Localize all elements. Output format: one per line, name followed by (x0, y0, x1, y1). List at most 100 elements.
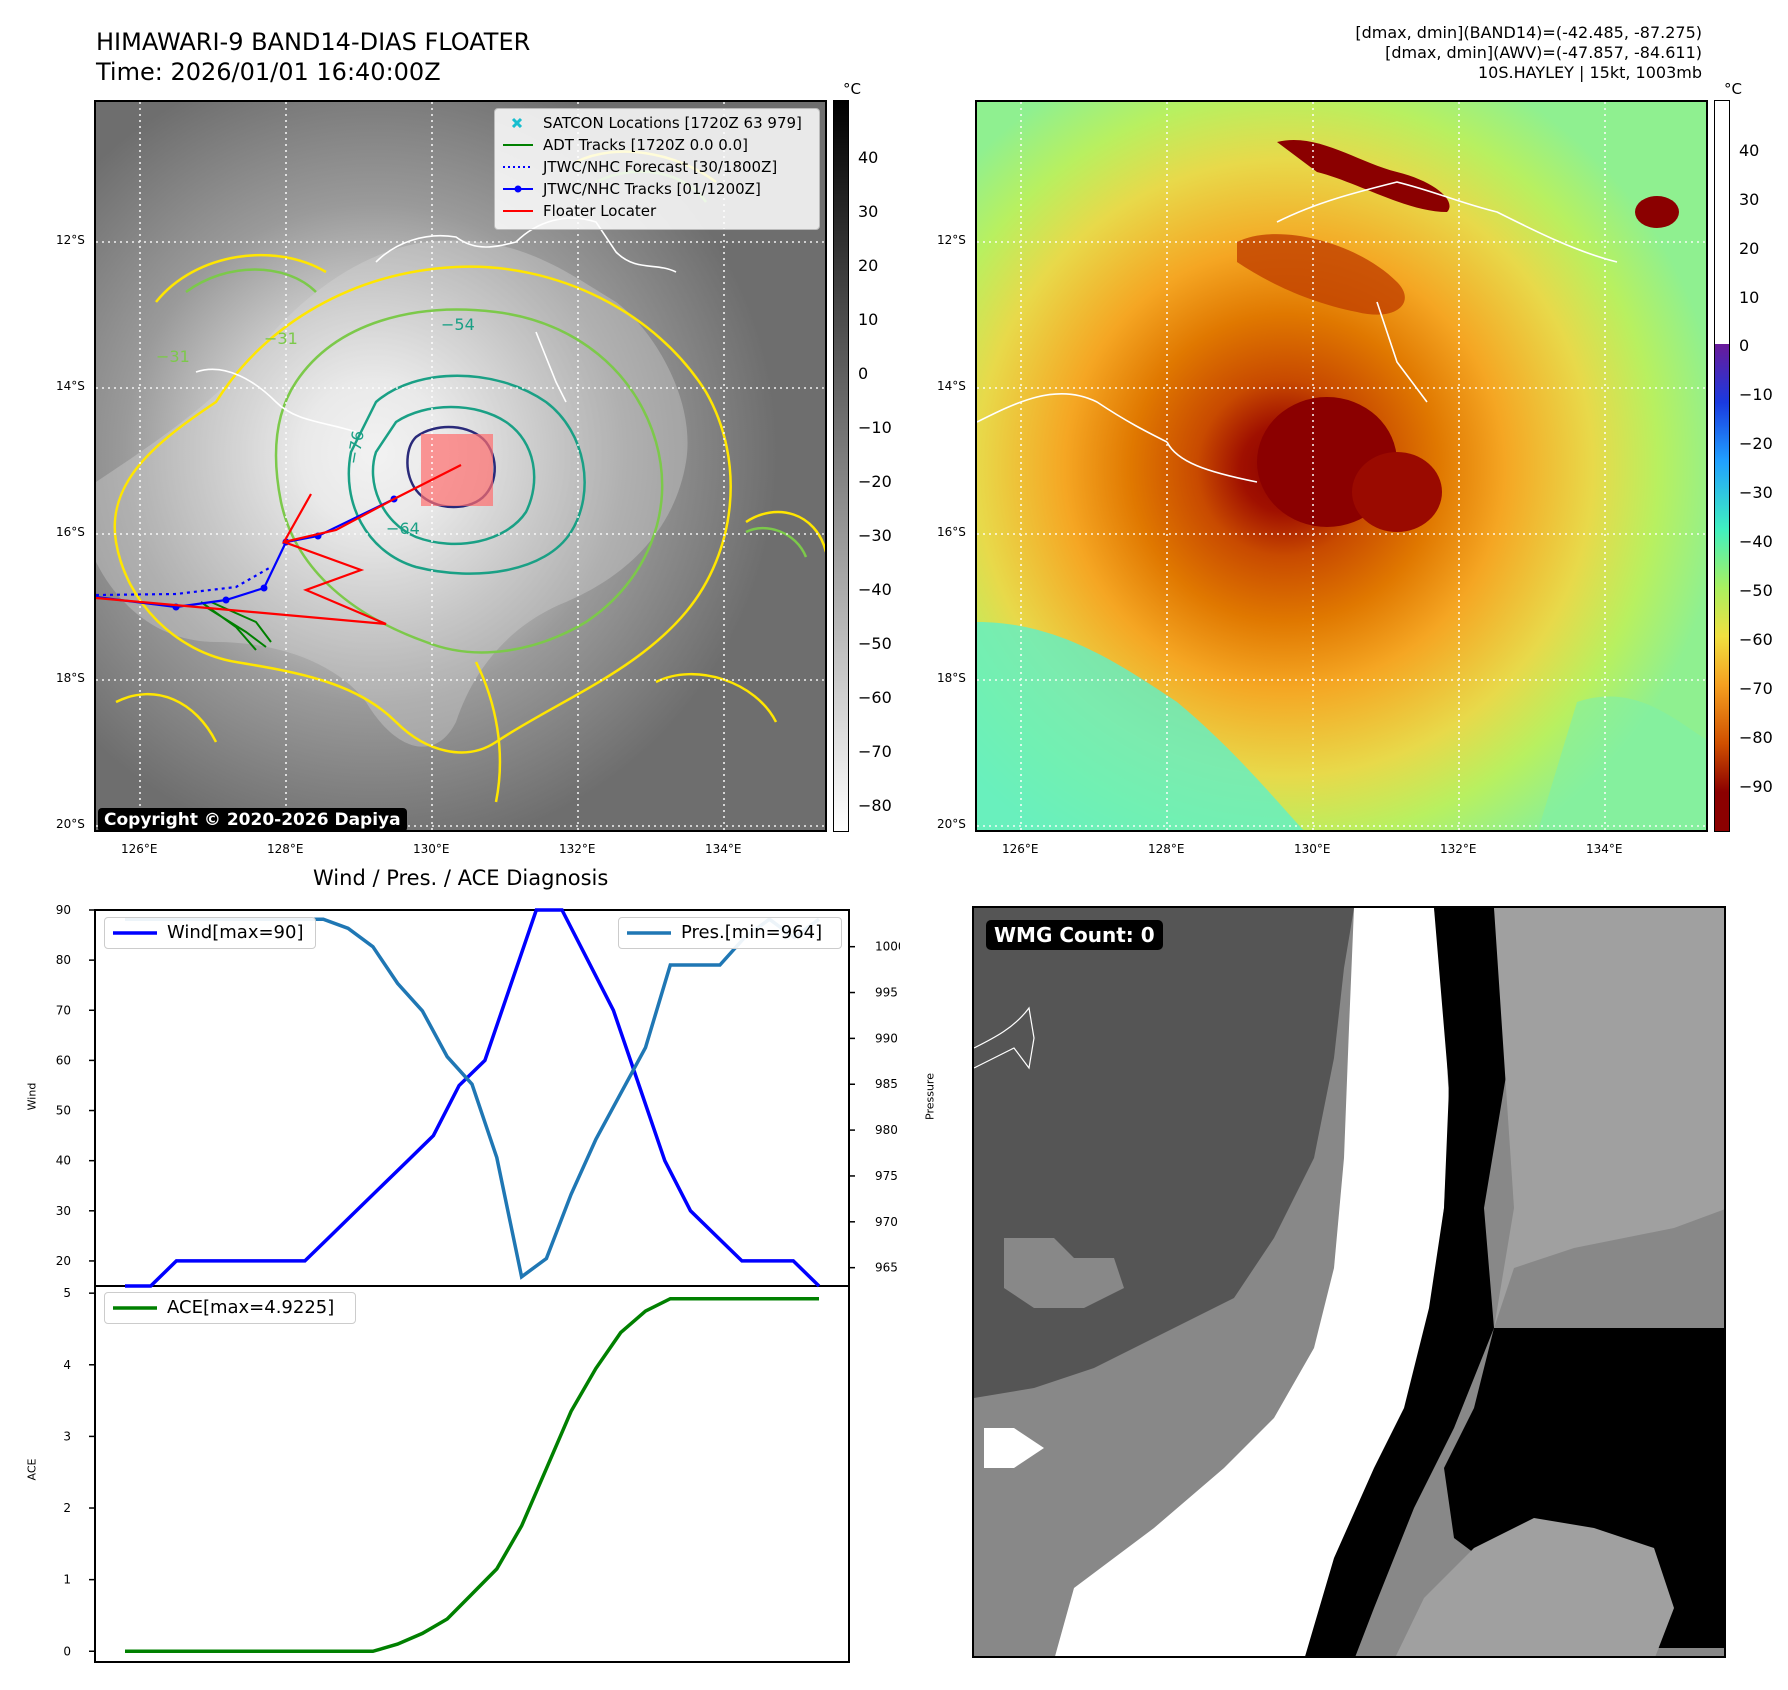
ace-axes (94, 1285, 850, 1663)
tick-label: 50 (56, 1104, 71, 1118)
ir-colorbar-tick: −10 (858, 418, 892, 437)
diagnosis-title: Wind / Pres. / ACE Diagnosis (313, 866, 609, 890)
tick-label: 1 (63, 1573, 71, 1587)
wind-axis: 20 30 40 50 60 70 80 90 (56, 903, 95, 1268)
awv-colorbar-tick: −10 (1739, 385, 1773, 404)
line-icon (503, 210, 533, 212)
contour-label: −31 (156, 347, 190, 366)
ir-image-panel[interactable]: −76 −64 −54 −31 −31 SATCON Locations [17… (94, 100, 827, 832)
ir-colorbar (833, 100, 849, 832)
tick-label: 970 (875, 1215, 898, 1229)
contour-label: −64 (386, 519, 420, 538)
copyright-badge: Copyright © 2020-2026 Dapiya (98, 808, 407, 830)
pressure-axis-label: Pressure (923, 1073, 937, 1120)
wmg-image (974, 908, 1724, 1656)
lat-label: 14°S (56, 379, 85, 393)
tick-label: 5 (63, 1286, 71, 1300)
tick-label: 60 (56, 1053, 71, 1067)
ace-series-line (125, 1296, 819, 1654)
wind-pressure-axes (94, 909, 850, 1287)
wmg-count-badge: WMG Count: 0 (986, 920, 1163, 950)
awv-range: [dmax, dmin](AWV)=(-47.857, -84.611) (1385, 43, 1702, 62)
wind-legend: Wind[max=90] (104, 917, 316, 949)
band14-range: [dmax, dmin](BAND14)=(-42.485, -87.275) (1355, 23, 1702, 42)
ir-colorbar-tick: 30 (858, 202, 879, 221)
lon-label: 132°E (559, 842, 596, 856)
line-icon (503, 144, 533, 146)
tick-label: 965 (875, 1261, 898, 1275)
awv-colorbar-tick: 10 (1739, 288, 1760, 307)
ir-colorbar-tick: −20 (858, 472, 892, 491)
awv-colorbar-tick: 40 (1739, 141, 1760, 160)
tick-label: 30 (56, 1204, 71, 1218)
awv-colorbar-tick: −70 (1739, 679, 1773, 698)
lat-label: 16°S (937, 525, 966, 539)
awv-colorbar-unit: °C (1724, 80, 1742, 98)
tick-label: 70 (56, 1003, 71, 1017)
awv-colorbar-tick: 30 (1739, 190, 1760, 209)
tick-label: 985 (875, 1077, 898, 1091)
figure-title: HIMAWARI-9 BAND14-DIAS FLOATER (96, 28, 531, 56)
x-marker-icon (511, 117, 523, 129)
ace-axis-label: ACE (25, 1458, 39, 1481)
awv-colorbar-tick: −30 (1739, 483, 1773, 502)
awv-colorbar-tick: 20 (1739, 239, 1760, 258)
lon-label: 130°E (413, 842, 450, 856)
ir-colorbar-tick: 40 (858, 148, 879, 167)
lat-label: 14°S (937, 379, 966, 393)
lat-label: 20°S (937, 817, 966, 831)
awv-colorbar-tick: −80 (1739, 728, 1773, 747)
lon-label: 134°E (705, 842, 742, 856)
line-icon (113, 931, 157, 935)
ace-axis: 0 1 2 3 4 5 (63, 1286, 95, 1658)
awv-colorbar-upper (1714, 100, 1730, 344)
lat-label: 12°S (56, 233, 85, 247)
ir-legend: SATCON Locations [1720Z 63 979] ADT Trac… (494, 108, 820, 230)
lat-label: 18°S (56, 671, 85, 685)
lat-label: 18°S (937, 671, 966, 685)
contour-label: −31 (264, 329, 298, 348)
awv-colorbar-tick: −20 (1739, 434, 1773, 453)
tick-label: 990 (875, 1031, 898, 1045)
lat-label: 12°S (937, 233, 966, 247)
ir-colorbar-tick: −60 (858, 688, 892, 707)
lat-label: 20°S (56, 817, 85, 831)
storm-info: 10S.HAYLEY | 15kt, 1003mb (1478, 63, 1702, 82)
line-icon (627, 931, 671, 935)
lon-label: 134°E (1586, 842, 1623, 856)
ir-colorbar-tick: −50 (858, 634, 892, 653)
awv-image (977, 102, 1706, 830)
awv-colorbar-tick: −90 (1739, 777, 1773, 796)
tick-label: 20 (56, 1254, 71, 1268)
lon-label: 130°E (1294, 842, 1331, 856)
tick-label: 80 (56, 953, 71, 967)
awv-image-panel[interactable] (975, 100, 1708, 832)
pressure-legend: Pres.[min=964] (618, 917, 842, 949)
ir-colorbar-tick: 0 (858, 364, 869, 383)
awv-colorbar-tick: −60 (1739, 630, 1773, 649)
wind-series-line (125, 908, 821, 1288)
tick-label: 90 (56, 903, 71, 917)
ir-colorbar-tick: −70 (858, 742, 892, 761)
tick-label: 2 (63, 1501, 71, 1515)
floater-locater-track (96, 464, 462, 626)
ir-colorbar-tick: −40 (858, 580, 892, 599)
ir-colorbar-unit: °C (843, 80, 861, 98)
tick-label: 980 (875, 1123, 898, 1137)
dot-line-icon (503, 185, 533, 193)
wmg-image-panel[interactable]: WMG Count: 0 (972, 906, 1726, 1658)
lon-label: 126°E (121, 842, 158, 856)
lon-label: 126°E (1002, 842, 1039, 856)
ace-legend: ACE[max=4.9225] (104, 1292, 356, 1324)
awv-colorbar-tick: −40 (1739, 532, 1773, 551)
tick-label: 995 (875, 986, 898, 1000)
tick-label: 0 (63, 1644, 71, 1658)
wind-axis-label: Wind (25, 1082, 39, 1111)
tick-label: 4 (63, 1358, 71, 1372)
lon-label: 128°E (1148, 842, 1185, 856)
awv-colorbar-tick: −50 (1739, 581, 1773, 600)
tick-label: 40 (56, 1154, 71, 1168)
